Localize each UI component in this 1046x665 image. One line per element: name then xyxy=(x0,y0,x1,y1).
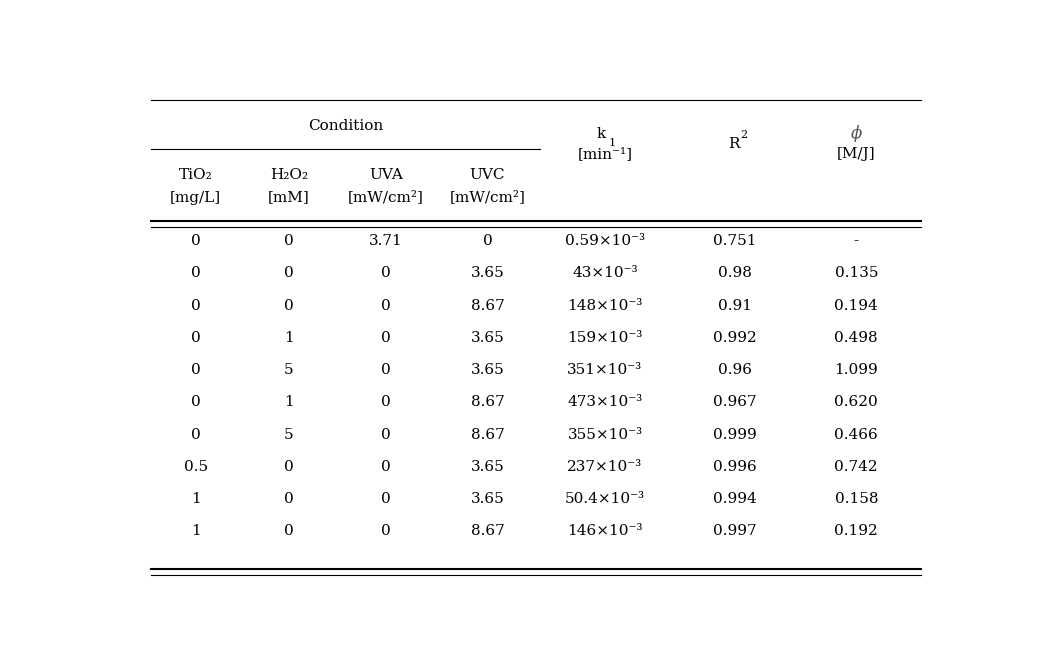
Text: 0.194: 0.194 xyxy=(835,299,879,313)
Text: 5: 5 xyxy=(285,363,294,377)
Text: 2: 2 xyxy=(741,130,748,140)
Text: 355×10⁻³: 355×10⁻³ xyxy=(567,428,642,442)
Text: 8.67: 8.67 xyxy=(471,396,504,410)
Text: 0: 0 xyxy=(381,396,391,410)
Text: 0.91: 0.91 xyxy=(718,299,752,313)
Text: 8.67: 8.67 xyxy=(471,299,504,313)
Text: 0.997: 0.997 xyxy=(713,525,756,539)
Text: 0: 0 xyxy=(190,267,201,281)
Text: 0.59×10⁻³: 0.59×10⁻³ xyxy=(565,234,645,248)
Text: 1: 1 xyxy=(609,138,616,148)
Text: 0.999: 0.999 xyxy=(712,428,756,442)
Text: 0.967: 0.967 xyxy=(713,396,756,410)
Text: 0.751: 0.751 xyxy=(713,234,756,248)
Text: 0.498: 0.498 xyxy=(835,331,878,345)
Text: 146×10⁻³: 146×10⁻³ xyxy=(567,525,642,539)
Text: 351×10⁻³: 351×10⁻³ xyxy=(567,363,642,377)
Text: 0: 0 xyxy=(190,396,201,410)
Text: 1: 1 xyxy=(283,396,294,410)
Text: [M/J]: [M/J] xyxy=(837,147,876,161)
Text: 0.620: 0.620 xyxy=(835,396,879,410)
Text: 0.5: 0.5 xyxy=(183,460,208,474)
Text: 0: 0 xyxy=(482,234,493,248)
Text: 0: 0 xyxy=(381,331,391,345)
Text: 0: 0 xyxy=(381,428,391,442)
Text: 0.96: 0.96 xyxy=(718,363,752,377)
Text: R: R xyxy=(728,137,740,151)
Text: 473×10⁻³: 473×10⁻³ xyxy=(567,396,642,410)
Text: 0.994: 0.994 xyxy=(712,492,756,506)
Text: Condition: Condition xyxy=(308,119,383,133)
Text: 3.65: 3.65 xyxy=(471,267,504,281)
Text: 0: 0 xyxy=(381,363,391,377)
Text: 0: 0 xyxy=(381,460,391,474)
Text: 3.65: 3.65 xyxy=(471,460,504,474)
Text: 0: 0 xyxy=(190,363,201,377)
Text: 3.71: 3.71 xyxy=(369,234,403,248)
Text: 3.65: 3.65 xyxy=(471,492,504,506)
Text: 0: 0 xyxy=(283,267,294,281)
Text: 148×10⁻³: 148×10⁻³ xyxy=(567,299,642,313)
Text: 0: 0 xyxy=(190,428,201,442)
Text: 3.65: 3.65 xyxy=(471,363,504,377)
Text: 0: 0 xyxy=(190,331,201,345)
Text: 0.98: 0.98 xyxy=(718,267,752,281)
Text: 0.158: 0.158 xyxy=(835,492,878,506)
Text: 50.4×10⁻³: 50.4×10⁻³ xyxy=(565,492,645,506)
Text: [mW/cm²]: [mW/cm²] xyxy=(450,191,525,205)
Text: 0.992: 0.992 xyxy=(712,331,756,345)
Text: 5: 5 xyxy=(285,428,294,442)
Text: 0: 0 xyxy=(283,460,294,474)
Text: 0.192: 0.192 xyxy=(835,525,879,539)
Text: k: k xyxy=(597,126,606,140)
Text: 0: 0 xyxy=(381,525,391,539)
Text: 0.742: 0.742 xyxy=(835,460,878,474)
Text: 0: 0 xyxy=(190,234,201,248)
Text: ϕ: ϕ xyxy=(850,125,862,142)
Text: [mW/cm²]: [mW/cm²] xyxy=(348,191,424,205)
Text: 0: 0 xyxy=(283,525,294,539)
Text: [min⁻¹]: [min⁻¹] xyxy=(577,147,633,161)
Text: [mM]: [mM] xyxy=(268,191,310,205)
Text: 237×10⁻³: 237×10⁻³ xyxy=(567,460,642,474)
Text: 0: 0 xyxy=(381,267,391,281)
Text: UVA: UVA xyxy=(369,168,403,182)
Text: [mg/L]: [mg/L] xyxy=(170,191,221,205)
Text: 8.67: 8.67 xyxy=(471,525,504,539)
Text: 0.135: 0.135 xyxy=(835,267,878,281)
Text: 0.466: 0.466 xyxy=(835,428,879,442)
Text: 0: 0 xyxy=(283,234,294,248)
Text: 1: 1 xyxy=(190,525,201,539)
Text: 0: 0 xyxy=(190,299,201,313)
Text: 1.099: 1.099 xyxy=(835,363,879,377)
Text: -: - xyxy=(854,234,859,248)
Text: 43×10⁻³: 43×10⁻³ xyxy=(572,267,638,281)
Text: H₂O₂: H₂O₂ xyxy=(270,168,308,182)
Text: 3.65: 3.65 xyxy=(471,331,504,345)
Text: 0: 0 xyxy=(381,492,391,506)
Text: 1: 1 xyxy=(190,492,201,506)
Text: 1: 1 xyxy=(283,331,294,345)
Text: 159×10⁻³: 159×10⁻³ xyxy=(567,331,642,345)
Text: 0: 0 xyxy=(283,299,294,313)
Text: UVC: UVC xyxy=(470,168,505,182)
Text: 0.996: 0.996 xyxy=(712,460,756,474)
Text: 0: 0 xyxy=(283,492,294,506)
Text: 0: 0 xyxy=(381,299,391,313)
Text: TiO₂: TiO₂ xyxy=(179,168,212,182)
Text: 8.67: 8.67 xyxy=(471,428,504,442)
